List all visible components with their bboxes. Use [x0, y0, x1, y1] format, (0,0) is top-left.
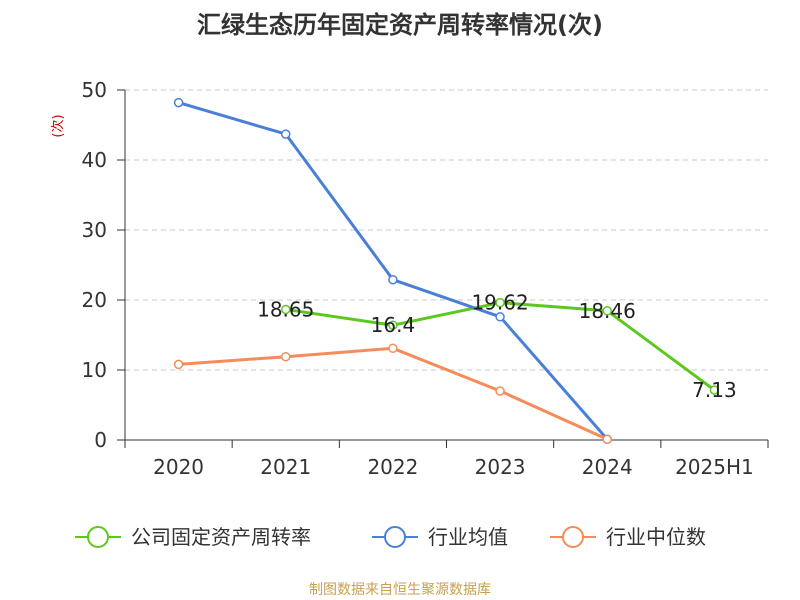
x-tick-label: 2025H1 — [675, 455, 754, 479]
y-tick-label: 40 — [82, 148, 107, 172]
legend-label: 行业均值 — [428, 525, 508, 549]
data-label: 19.62 — [471, 291, 528, 315]
x-tick-label: 2022 — [367, 455, 418, 479]
data-label: 16.4 — [371, 313, 416, 337]
y-tick-label: 10 — [82, 358, 107, 382]
data-point — [602, 306, 612, 316]
data-labels: 18.65 16.4 19.62 18.46 7.13 — [257, 291, 737, 402]
y-tick-label: 0 — [94, 428, 107, 452]
x-tick-label: 2021 — [260, 455, 311, 479]
data-label: 18.65 — [257, 297, 314, 321]
data-label: 18.46 — [579, 299, 636, 323]
series-layer — [173, 97, 720, 445]
data-point — [173, 97, 184, 108]
grid-lines — [125, 89, 768, 371]
data-point — [388, 274, 398, 285]
data-point — [602, 434, 612, 445]
y-tick-label: 50 — [82, 78, 107, 102]
legend-label: 行业中位数 — [606, 525, 706, 549]
legend-marker — [562, 526, 584, 548]
legend-label: 公司固定资产周转率 — [131, 525, 311, 549]
data-point — [495, 312, 505, 322]
data-point — [709, 385, 720, 395]
data-point — [495, 297, 505, 308]
data-point — [173, 359, 184, 370]
x-tick-label: 2023 — [475, 455, 526, 479]
data-point — [495, 386, 505, 396]
y-tick-label: 30 — [82, 218, 107, 242]
data-point — [388, 320, 398, 330]
y-axis-label: (次) — [50, 114, 66, 137]
axes: 0 10 20 30 40 50 2020 2021 2022 2023 2024 2025H1 — [82, 78, 769, 479]
data-point — [281, 304, 291, 315]
legend-marker — [384, 526, 406, 548]
data-point — [281, 351, 291, 362]
legend: 公司固定资产周转率 行业均值 行业中位数 — [75, 525, 706, 549]
source-note: 制图数据来自恒生聚源数据库 — [309, 582, 491, 598]
data-point — [281, 129, 291, 139]
legend-marker — [87, 526, 109, 548]
series-line — [178, 101, 609, 441]
x-tick-label: 2020 — [153, 455, 204, 479]
data-label: 7.13 — [692, 378, 737, 402]
chart-title: 汇绿生态历年固定资产周转率情况(次) — [197, 11, 603, 39]
series-line — [178, 346, 608, 441]
x-tick-label: 2024 — [582, 455, 633, 479]
y-tick-label: 20 — [82, 288, 107, 312]
data-point — [388, 343, 398, 354]
